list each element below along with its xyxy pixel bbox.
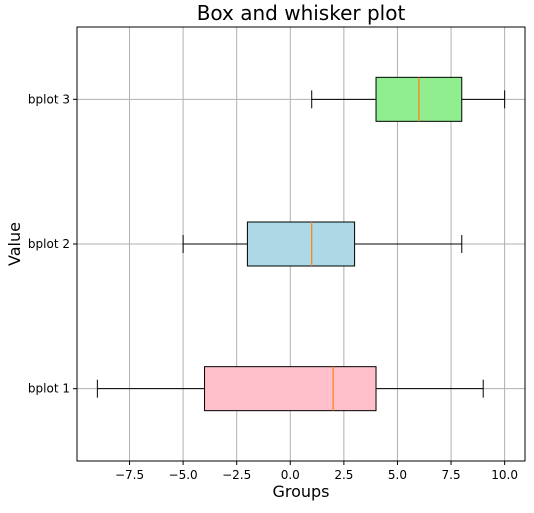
iqr-box [246,221,356,267]
axis-ticks: −7.5 −5.0 −2.5 0.0 2.5 5.0 7.5 10.0 bplot 1 bplot… [28,92,518,482]
x-tick-label: 7.5 [442,468,461,482]
x-tick-label: −5.0 [169,468,198,482]
x-tick-label: 2.5 [334,468,353,482]
x-tick-label: 0.0 [281,468,300,482]
x-tick-label: −2.5 [222,468,251,482]
chart-title: Box and whisker plot [197,1,406,25]
x-axis-label: Groups [272,482,329,501]
y-tick-label: bplot 1 [28,382,70,396]
boxes-layer [96,76,506,412]
y-tick-label: bplot 3 [28,92,70,106]
box-plot-2 [182,221,463,267]
y-axis-label: Value [5,222,24,266]
x-tick-label: 5.0 [388,468,407,482]
y-tick-label: bplot 2 [28,237,70,251]
box-plot-3 [311,76,506,122]
box-plot-1 [96,366,484,412]
x-tick-label: −7.5 [115,468,144,482]
iqr-box [204,366,377,412]
x-tick-label: 10.0 [491,468,518,482]
